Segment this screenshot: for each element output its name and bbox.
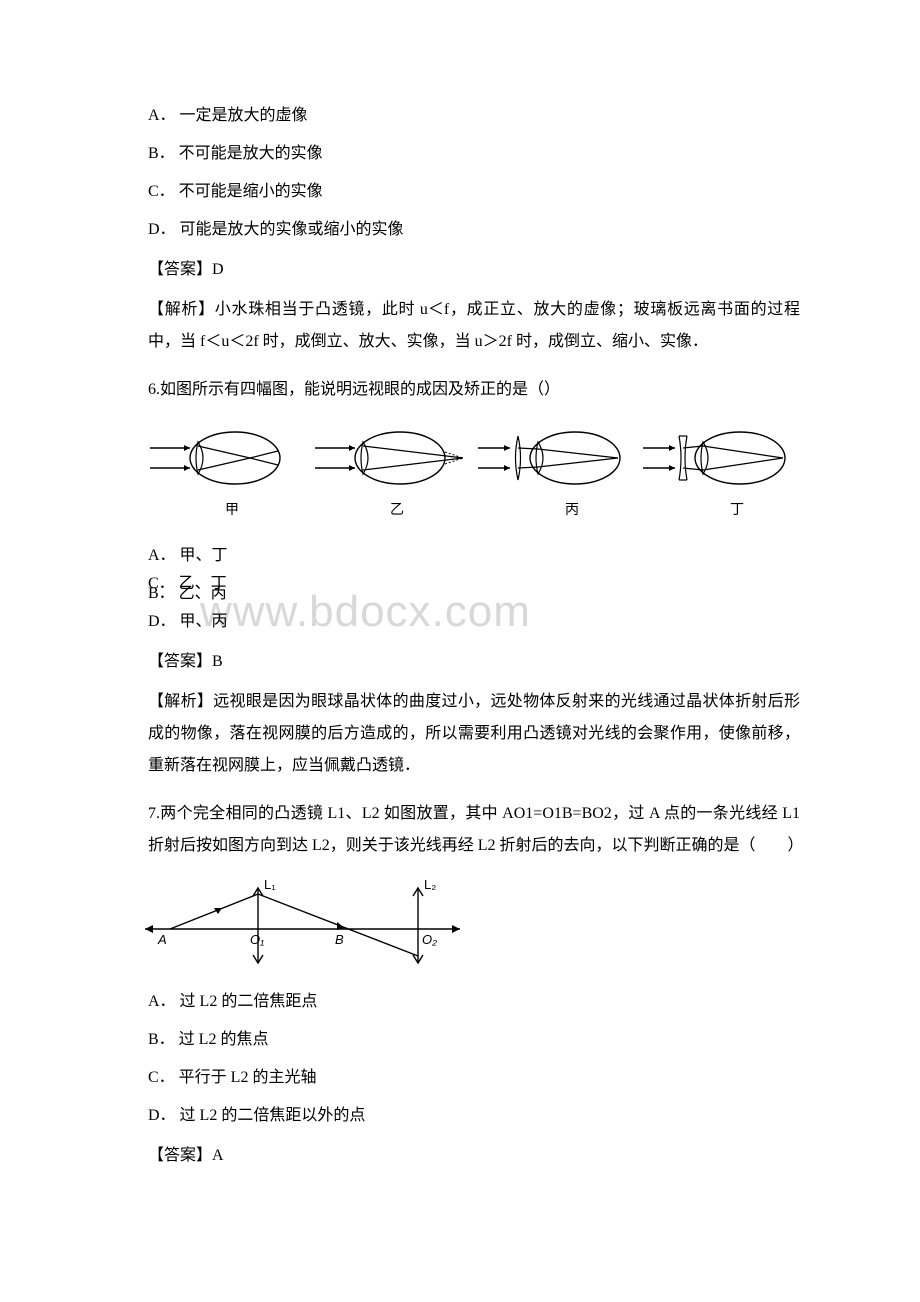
q5-option-b: B． 不可能是放大的实像 bbox=[120, 138, 800, 170]
q5-option-d: D． 可能是放大的实像或缩小的实像 bbox=[120, 214, 800, 246]
svg-text:乙: 乙 bbox=[390, 502, 404, 518]
q7-answer: 【答案】A bbox=[120, 1140, 800, 1172]
svg-text:O₁: O₁ bbox=[250, 932, 264, 947]
svg-text:丁: 丁 bbox=[730, 503, 744, 518]
q5-option-c: C． 不可能是缩小的实像 bbox=[120, 176, 800, 208]
q7-option-c: C． 平行于 L2 的主光轴 bbox=[120, 1062, 800, 1094]
q5-explanation: 【解析】小水珠相当于凸透镜，此时 u＜f，成正立、放大的虚像；玻璃板远离书面的过… bbox=[120, 294, 800, 358]
q6-option-d: D． 甲、丙 bbox=[120, 606, 800, 638]
svg-text:B: B bbox=[335, 932, 344, 947]
svg-text:O₂: O₂ bbox=[422, 932, 437, 947]
svg-text:L₂: L₂ bbox=[424, 877, 436, 892]
q6-explanation: 【解析】远视眼是因为眼球晶状体的曲度过小，远处物体反射来的光线通过晶状体折射后形… bbox=[120, 686, 800, 782]
q7-option-a: A． 过 L2 的二倍焦距点 bbox=[120, 986, 800, 1018]
q5-option-a: A． 一定是放大的虚像 bbox=[120, 100, 800, 132]
svg-text:丙: 丙 bbox=[565, 503, 579, 518]
q6-option-c: C． 乙、丁 bbox=[120, 568, 800, 600]
q7-stem: 7.两个完全相同的凸透镜 L1、L2 如图放置，其中 AO1=O1B=BO2，过… bbox=[120, 798, 800, 862]
q6-answer: 【答案】B bbox=[120, 646, 800, 678]
q7-option-d: D． 过 L2 的二倍焦距以外的点 bbox=[120, 1100, 800, 1132]
svg-text:L₁: L₁ bbox=[264, 877, 276, 892]
q6-figure: 甲 乙 bbox=[120, 418, 800, 528]
svg-text:甲: 甲 bbox=[225, 503, 239, 518]
q6-stem: 6.如图所示有四幅图，能说明远视眼的成因及矫正的是（） bbox=[120, 374, 800, 406]
q5-answer: 【答案】D bbox=[120, 254, 800, 286]
q7-figure: L₁ L₂ A O₁ B O₂ bbox=[120, 874, 800, 974]
svg-text:A: A bbox=[157, 932, 167, 947]
q7-option-b: B． 过 L2 的焦点 bbox=[120, 1024, 800, 1056]
